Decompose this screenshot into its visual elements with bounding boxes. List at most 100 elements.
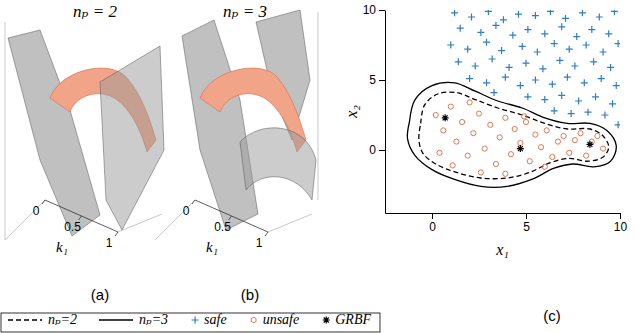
point: [476, 111, 481, 116]
point: [572, 138, 577, 143]
point: [578, 131, 583, 136]
point: [441, 128, 446, 133]
point: [556, 57, 563, 64]
point: [583, 42, 590, 49]
point: [508, 152, 513, 157]
point: [584, 153, 589, 158]
point: [564, 74, 571, 81]
legend-label: safe: [204, 312, 227, 327]
tick-label: 0: [183, 204, 190, 218]
axis-line: [45, 200, 118, 232]
point: [517, 145, 524, 152]
tick: 10: [614, 213, 628, 234]
point: [497, 135, 502, 140]
tick-label: 10: [614, 220, 628, 234]
scatter-panel: 05100510x₁x₂(c): [343, 3, 627, 324]
point: [478, 170, 483, 175]
legend-label: unsafe: [263, 312, 300, 327]
point: [467, 100, 472, 105]
tick-label: 0: [33, 204, 40, 218]
point: [592, 93, 599, 100]
point: [524, 26, 531, 33]
surface: [100, 46, 164, 230]
point: [575, 98, 582, 105]
tick-label: 0: [429, 220, 436, 234]
point: [613, 82, 620, 89]
legend-label: GRBF: [335, 312, 371, 327]
point: [539, 65, 546, 72]
point: [500, 16, 507, 23]
tick-label: 0.5: [214, 220, 231, 234]
point: [523, 119, 528, 124]
tick: [42, 200, 45, 204]
point: [518, 140, 523, 145]
point: [538, 145, 543, 150]
point: [533, 132, 538, 137]
point: [605, 30, 612, 37]
point: [550, 154, 555, 159]
y-axis: 0510: [363, 3, 386, 213]
point: [534, 49, 541, 56]
point: [581, 79, 588, 86]
point: [615, 40, 620, 47]
panel-label: (b): [241, 286, 259, 303]
point: [551, 40, 558, 47]
point: [457, 25, 464, 32]
tick-mark: [379, 80, 385, 81]
point: [532, 77, 539, 84]
tick: 5: [369, 73, 385, 87]
point: [477, 29, 484, 36]
point: [542, 164, 547, 169]
point: [482, 146, 487, 151]
point: [491, 89, 498, 96]
point: [571, 63, 578, 70]
surface: [8, 30, 100, 236]
point: [609, 100, 616, 107]
tick-label: 1: [256, 236, 263, 250]
point: [468, 14, 475, 21]
point: [596, 14, 603, 21]
point: [590, 58, 597, 65]
point: [527, 159, 532, 164]
point: [615, 121, 620, 128]
frame-line: [268, 214, 312, 232]
surface: [182, 20, 258, 230]
point: [489, 56, 496, 63]
point: [566, 46, 573, 53]
tick: 10: [363, 3, 385, 17]
point: [466, 75, 473, 82]
tick: 0: [429, 213, 436, 234]
plot-area: [407, 10, 620, 187]
title: nₚ = 2: [73, 2, 117, 21]
point: [601, 112, 608, 119]
frame-line: [5, 200, 45, 240]
legend-swatch: [251, 317, 256, 322]
axis-line: [385, 11, 386, 214]
tick-mark: [620, 213, 621, 219]
point: [585, 109, 592, 116]
surface: [240, 128, 316, 200]
axis-line: [386, 213, 621, 214]
tick-label: 1: [106, 236, 113, 250]
point: [488, 122, 493, 127]
tick: [265, 232, 268, 236]
point: [586, 141, 593, 148]
point: [471, 131, 476, 136]
legend-swatch: [323, 317, 330, 324]
point: [551, 107, 558, 114]
point: [607, 64, 614, 71]
point: [515, 11, 522, 18]
point: [454, 139, 459, 144]
point: [472, 63, 479, 70]
point: [437, 150, 442, 155]
point: [558, 92, 565, 99]
contour-line: [407, 82, 616, 187]
point: [573, 33, 580, 40]
tick-label: 10: [363, 3, 377, 17]
point: [579, 10, 586, 16]
point: [450, 163, 455, 168]
panel-label: (a): [91, 286, 109, 303]
tick-label: 5: [369, 73, 376, 87]
axis-title: x₂: [343, 105, 360, 119]
point: [600, 146, 605, 151]
